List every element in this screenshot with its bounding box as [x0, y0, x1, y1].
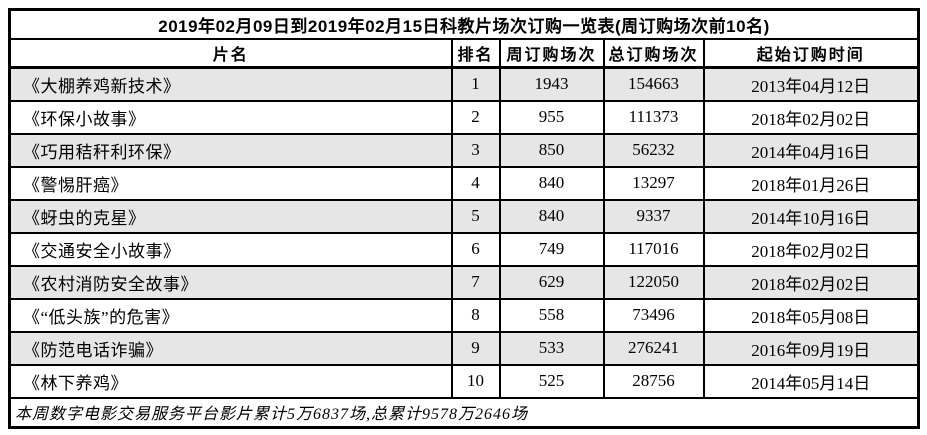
column-header-weekly-orders: 周订购场次 [498, 37, 605, 69]
column-header-total-orders: 总订购场次 [602, 37, 705, 69]
table-body: 《大棚养鸡新技术》 1 1943 154663 2013年04月12日 《环保小故事》 2 9… [8, 66, 920, 399]
table-row: 《大棚养鸡新技术》 1 1943 154663 2013年04月12日 [8, 66, 920, 102]
total-orders-cell: 111373 [602, 99, 705, 135]
table-header-row: 片名 排名 周订购场次 总订购场次 起始订购时间 [8, 37, 920, 69]
rank-cell: 7 [450, 264, 501, 300]
table-row: 《警惕肝癌》 4 840 13297 2018年01月26日 [8, 165, 920, 201]
film-title-cell: 《农村消防安全故事》 [8, 264, 453, 300]
start-date-cell: 2014年10月16日 [702, 198, 920, 234]
start-date-cell: 2018年05月08日 [702, 297, 920, 333]
table-title: 2019年02月09日到2019年02月15日科教片场次订购一览表(周订购场次前… [8, 8, 920, 40]
total-orders-cell: 276241 [602, 330, 705, 366]
table-row: 《农村消防安全故事》 7 629 122050 2018年02月02日 [8, 264, 920, 300]
column-header-film-title: 片名 [8, 37, 453, 69]
rank-cell: 8 [450, 297, 501, 333]
film-title-cell: 《林下养鸡》 [8, 363, 453, 399]
rank-cell: 9 [450, 330, 501, 366]
start-date-cell: 2018年02月02日 [702, 231, 920, 267]
start-date-cell: 2014年05月14日 [702, 363, 920, 399]
film-title-cell: 《大棚养鸡新技术》 [8, 66, 453, 102]
column-header-start-date: 起始订购时间 [702, 37, 920, 69]
total-orders-cell: 117016 [602, 231, 705, 267]
film-title-cell: 《蚜虫的克星》 [8, 198, 453, 234]
weekly-orders-cell: 749 [498, 231, 605, 267]
weekly-orders-cell: 850 [498, 132, 605, 168]
film-title-cell: 《警惕肝癌》 [8, 165, 453, 201]
rank-cell: 5 [450, 198, 501, 234]
table-row: 《环保小故事》 2 955 111373 2018年02月02日 [8, 99, 920, 135]
rank-cell: 6 [450, 231, 501, 267]
weekly-orders-cell: 525 [498, 363, 605, 399]
weekly-orders-cell: 629 [498, 264, 605, 300]
table-footer-row: 本周数字电影交易服务平台影片累计5万6837场,总累计9578万2646场 [8, 396, 920, 429]
table-row: 《交通安全小故事》 6 749 117016 2018年02月02日 [8, 231, 920, 267]
weekly-orders-cell: 840 [498, 198, 605, 234]
film-title-cell: 《防范电话诈骗》 [8, 330, 453, 366]
table-row: 《“低头族”的危害》 8 558 73496 2018年05月08日 [8, 297, 920, 333]
total-orders-cell: 154663 [602, 66, 705, 102]
start-date-cell: 2014年04月16日 [702, 132, 920, 168]
film-title-cell: 《巧用秸秆利环保》 [8, 132, 453, 168]
table-row: 《蚜虫的克星》 5 840 9337 2014年10月16日 [8, 198, 920, 234]
rank-cell: 2 [450, 99, 501, 135]
rank-cell: 3 [450, 132, 501, 168]
table-footer-note: 本周数字电影交易服务平台影片累计5万6837场,总累计9578万2646场 [8, 396, 920, 429]
column-header-rank: 排名 [450, 37, 501, 69]
total-orders-cell: 28756 [602, 363, 705, 399]
film-title-cell: 《交通安全小故事》 [8, 231, 453, 267]
total-orders-cell: 122050 [602, 264, 705, 300]
rank-cell: 4 [450, 165, 501, 201]
film-title-cell: 《环保小故事》 [8, 99, 453, 135]
rank-cell: 1 [450, 66, 501, 102]
start-date-cell: 2018年02月02日 [702, 264, 920, 300]
total-orders-cell: 13297 [602, 165, 705, 201]
total-orders-cell: 73496 [602, 297, 705, 333]
table-title-row: 2019年02月09日到2019年02月15日科教片场次订购一览表(周订购场次前… [8, 8, 920, 40]
weekly-orders-cell: 533 [498, 330, 605, 366]
table-row: 《防范电话诈骗》 9 533 276241 2016年09月19日 [8, 330, 920, 366]
total-orders-cell: 56232 [602, 132, 705, 168]
start-date-cell: 2018年02月02日 [702, 99, 920, 135]
film-title-cell: 《“低头族”的危害》 [8, 297, 453, 333]
weekly-orders-cell: 558 [498, 297, 605, 333]
table-row: 《林下养鸡》 10 525 28756 2014年05月14日 [8, 363, 920, 399]
table-row: 《巧用秸秆利环保》 3 850 56232 2014年04月16日 [8, 132, 920, 168]
weekly-orders-cell: 955 [498, 99, 605, 135]
weekly-orders-cell: 1943 [498, 66, 605, 102]
weekly-orders-cell: 840 [498, 165, 605, 201]
start-date-cell: 2013年04月12日 [702, 66, 920, 102]
start-date-cell: 2016年09月19日 [702, 330, 920, 366]
rank-cell: 10 [450, 363, 501, 399]
start-date-cell: 2018年01月26日 [702, 165, 920, 201]
orders-table: 2019年02月09日到2019年02月15日科教片场次订购一览表(周订购场次前… [8, 8, 921, 429]
total-orders-cell: 9337 [602, 198, 705, 234]
